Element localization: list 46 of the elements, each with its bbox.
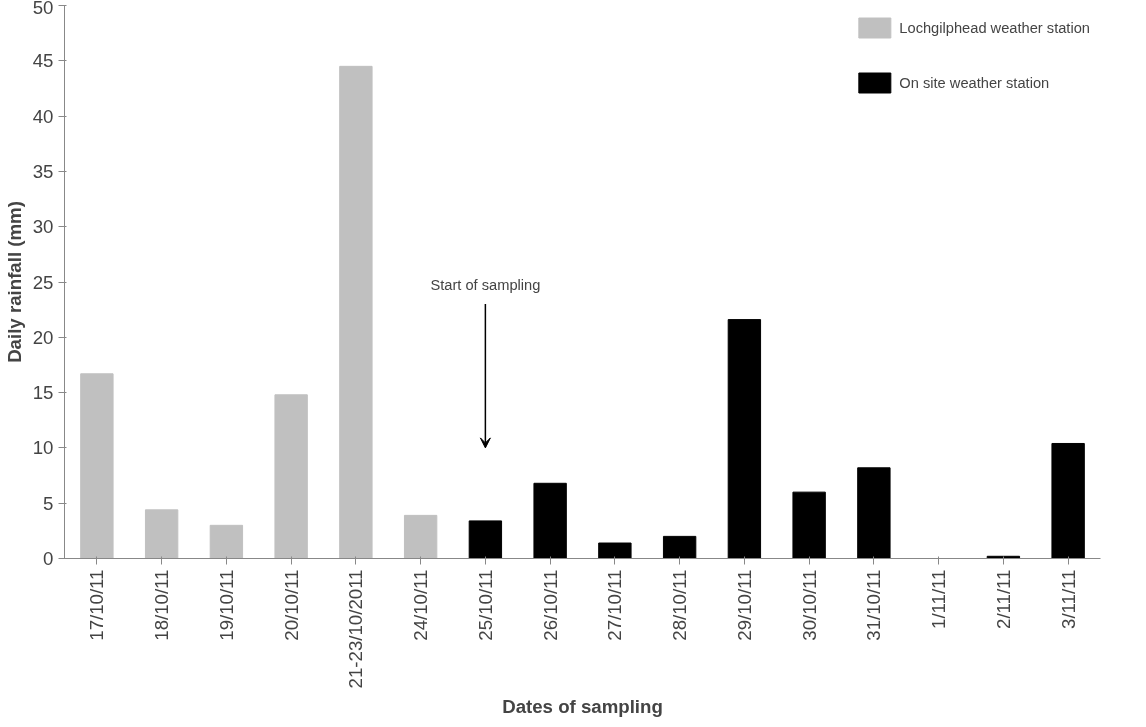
x-tick-label: 29/10/11	[733, 569, 755, 641]
y-tick-label: 10	[32, 437, 54, 459]
x-tick-label: 3/11/11	[1057, 569, 1079, 629]
x-tick-label: 18/10/11	[151, 569, 173, 641]
bar	[792, 491, 826, 559]
y-tick-label: 20	[32, 326, 54, 348]
bar	[533, 482, 567, 559]
bar	[80, 373, 114, 559]
x-tick-label: 24/10/11	[410, 569, 432, 641]
y-tick-label: 15	[32, 382, 54, 404]
x-tick-label: 17/10/11	[86, 569, 108, 641]
bar	[598, 542, 632, 559]
legend-label: Lochgilphead weather station	[899, 19, 1090, 36]
y-tick-label: 5	[43, 492, 54, 514]
bar	[662, 535, 697, 559]
bar	[339, 65, 373, 559]
x-tick-label: 27/10/11	[604, 569, 626, 641]
legend-label: On site weather station	[899, 74, 1050, 91]
y-tick-label: 40	[32, 105, 54, 127]
y-tick-label: 0	[43, 548, 54, 569]
x-tick-label: 31/10/11	[863, 569, 885, 641]
x-tick-label: 25/10/11	[474, 569, 496, 641]
bar	[727, 319, 762, 559]
x-tick-label: 21-23/10/2011	[345, 569, 367, 689]
bar	[1051, 442, 1085, 559]
y-tick-label: 35	[32, 160, 54, 182]
x-tick-label: 2/11/11	[992, 569, 1014, 629]
x-tick-label: 30/10/11	[798, 569, 820, 641]
bar	[857, 467, 891, 559]
bar	[144, 509, 179, 559]
y-tick-label: 25	[32, 271, 54, 293]
bar	[403, 514, 438, 559]
y-tick-label: 30	[32, 216, 54, 238]
x-tick-label: 20/10/11	[280, 569, 302, 641]
x-tick-label: 19/10/11	[215, 569, 237, 641]
x-tick-label: 1/11/11	[928, 569, 950, 629]
y-axis-title: Daily rainfall (mm)	[3, 201, 25, 363]
annotation: Start of sampling	[430, 277, 541, 294]
bar	[274, 394, 308, 559]
y-tick-label: 50	[32, 0, 54, 18]
bar	[468, 520, 503, 559]
bar	[209, 524, 244, 559]
y-tick-label: 45	[32, 50, 54, 72]
x-axis-title: Dates of sampling	[502, 696, 663, 718]
x-tick-label: 26/10/11	[539, 569, 561, 641]
x-tick-label: 28/10/11	[669, 569, 691, 641]
